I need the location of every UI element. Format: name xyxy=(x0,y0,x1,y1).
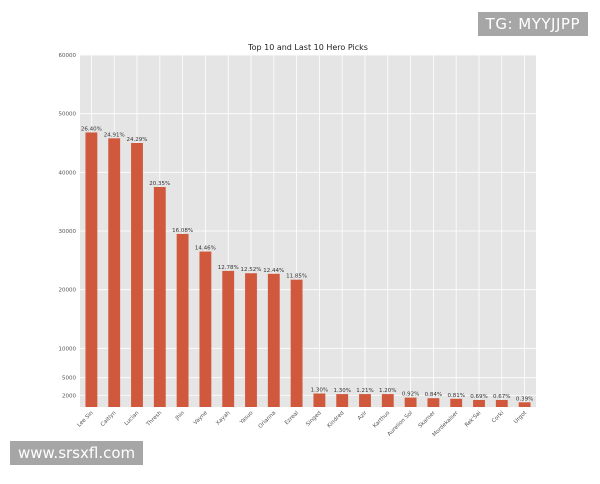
y-tick-label: 60000 xyxy=(59,53,77,59)
y-tick-label: 2000 xyxy=(62,393,76,399)
y-tick-label: 50000 xyxy=(59,112,77,118)
bar xyxy=(245,273,257,407)
data-label: 20.35% xyxy=(149,181,170,187)
bar xyxy=(495,399,508,407)
bar xyxy=(85,132,98,407)
data-label: 0.67% xyxy=(493,394,510,400)
y-tick-label: 10000 xyxy=(59,346,77,352)
x-axis-ticks: Lee Sin Caitlyn Lucian Thresh Jhin Vayne Xayah… xyxy=(76,410,528,439)
y-tick-label: 30000 xyxy=(59,229,77,235)
data-label: 0.84% xyxy=(425,392,442,398)
x-tick-label: Skarner xyxy=(418,410,438,430)
y-tick-label: 5000 xyxy=(62,376,76,382)
bar xyxy=(336,394,349,407)
x-tick-label: Lee Sin xyxy=(76,410,95,429)
data-label: 0.69% xyxy=(470,394,487,400)
data-label: 0.39% xyxy=(516,396,533,402)
x-tick-label: Thresh xyxy=(145,410,164,429)
bar xyxy=(222,270,235,407)
watermark-bottom-left: www.srsxfl.com xyxy=(10,441,144,465)
bar xyxy=(176,233,189,407)
x-tick-label: Caitlyn xyxy=(100,410,118,428)
x-tick-label: Jhin xyxy=(174,410,186,422)
x-tick-label: Ezreal xyxy=(284,410,300,426)
bar xyxy=(427,398,440,407)
x-tick-label: Karthus xyxy=(372,410,391,429)
bar xyxy=(199,251,212,407)
bar xyxy=(404,397,417,407)
bar xyxy=(313,393,326,407)
x-tick-label: Kindred xyxy=(326,410,345,429)
x-tick-label: Urgot xyxy=(513,410,529,426)
data-label: 24.91% xyxy=(104,132,125,138)
data-label: 26.40% xyxy=(81,126,102,132)
data-label: 12.44% xyxy=(263,268,284,274)
data-label: 1.20% xyxy=(379,388,396,394)
x-tick-label: Yasuo xyxy=(238,410,254,426)
data-label: 1.21% xyxy=(356,388,373,394)
bar xyxy=(381,394,394,407)
bar xyxy=(108,138,121,407)
bar xyxy=(473,399,485,407)
bar xyxy=(359,394,371,407)
x-tick-label: Lucian xyxy=(124,410,141,427)
watermark-top-right: TG: MYYJJPP xyxy=(477,12,588,36)
y-tick-label: 20000 xyxy=(59,288,77,294)
chart-title: Top 10 and Last 10 Hero Picks xyxy=(247,43,368,52)
bar xyxy=(153,187,166,407)
data-label: 24.29% xyxy=(127,137,148,143)
bar xyxy=(267,273,280,407)
x-tick-label: Orianna xyxy=(258,410,278,430)
data-label: 14.46% xyxy=(195,246,216,252)
data-label: 1.30% xyxy=(333,388,350,394)
x-tick-label: Rek'Sai xyxy=(464,410,483,429)
y-axis-ticks: 2000 5000 10000 20000 30000 40000 50000 60000 xyxy=(59,53,77,399)
bar xyxy=(131,143,143,407)
data-label: 0.92% xyxy=(402,392,419,398)
x-tick-label: Singed xyxy=(305,410,323,428)
data-label: 11.85% xyxy=(286,274,307,280)
data-label: 12.78% xyxy=(218,265,239,271)
data-labels-group: 26.40%24.91%24.29% 20.35% 16.08% 14.46% 12.7… xyxy=(81,126,533,402)
bars-group xyxy=(85,132,531,407)
x-tick-label: Vayne xyxy=(193,410,210,427)
x-tick-label: Xayah xyxy=(215,410,232,427)
data-label: 1.30% xyxy=(311,388,328,394)
bar xyxy=(518,402,531,407)
data-label: 0.81% xyxy=(447,393,464,399)
data-label: 16.08% xyxy=(172,228,193,234)
bar xyxy=(290,279,303,407)
bar xyxy=(450,398,463,407)
y-tick-label: 40000 xyxy=(59,170,77,176)
x-tick-label: Azir xyxy=(357,410,369,422)
data-label: 12.52% xyxy=(241,267,262,273)
x-tick-label: Corki xyxy=(491,410,506,425)
